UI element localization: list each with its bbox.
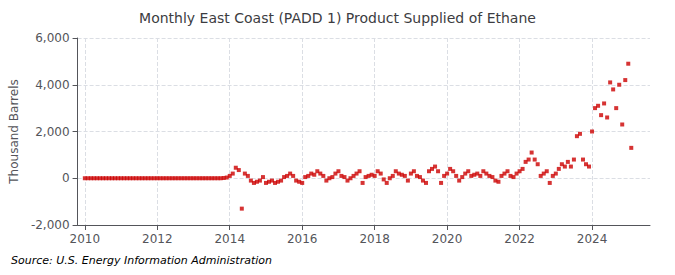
svg-text:2014: 2014 bbox=[214, 232, 245, 246]
svg-text:Thousand Barrels: Thousand Barrels bbox=[7, 79, 21, 184]
svg-text:6,000: 6,000 bbox=[35, 31, 69, 45]
svg-text:2018: 2018 bbox=[359, 232, 390, 246]
svg-text:2,000: 2,000 bbox=[35, 125, 69, 139]
svg-text:2022: 2022 bbox=[504, 232, 535, 246]
svg-text:2024: 2024 bbox=[577, 232, 608, 246]
svg-text:4,000: 4,000 bbox=[35, 78, 69, 92]
svg-text:2012: 2012 bbox=[142, 232, 173, 246]
svg-text:-2,000: -2,000 bbox=[31, 218, 70, 232]
svg-text:2010: 2010 bbox=[70, 232, 101, 246]
svg-text:0: 0 bbox=[62, 171, 70, 185]
svg-text:2016: 2016 bbox=[287, 232, 318, 246]
svg-text:Monthly East Coast (PADD 1) Pr: Monthly East Coast (PADD 1) Product Supp… bbox=[139, 10, 536, 26]
svg-text:2020: 2020 bbox=[432, 232, 463, 246]
svg-text:Source: U.S. Energy Informatio: Source: U.S. Energy Information Administ… bbox=[11, 254, 272, 267]
